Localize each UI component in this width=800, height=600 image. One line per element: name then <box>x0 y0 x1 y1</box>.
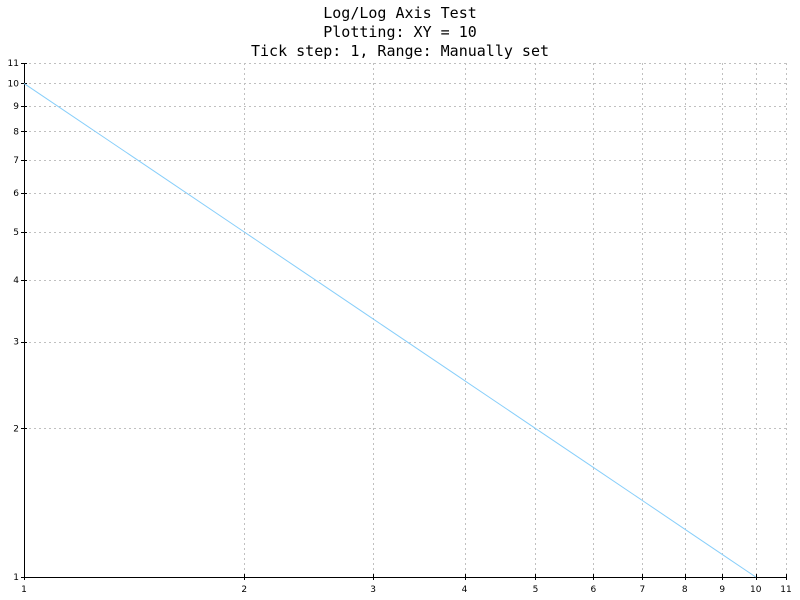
chart-subtitle-2: Tick step: 1, Range: Manually set <box>250 42 549 60</box>
x-tick-label: 11 <box>780 585 791 595</box>
grid-layer <box>24 63 787 578</box>
series-line <box>23 83 756 578</box>
x-tick-label: 1 <box>21 585 27 595</box>
y-tick-label: 7 <box>13 156 19 166</box>
chart-subtitle-1: Plotting: XY = 10 <box>323 23 477 41</box>
axis-layer <box>21 63 787 580</box>
x-tick-label: 8 <box>682 585 688 595</box>
y-tick-label: 5 <box>13 228 19 238</box>
x-tick-label: 10 <box>750 585 762 595</box>
y-tick-label: 2 <box>13 424 19 434</box>
y-tick-label: 11 <box>8 59 19 69</box>
x-tick-label: 4 <box>462 585 468 595</box>
chart-title: Log/Log Axis Test <box>323 4 477 22</box>
y-tick-label: 6 <box>13 189 19 199</box>
x-tick-label: 5 <box>533 585 539 595</box>
y-tick-label: 3 <box>13 338 19 348</box>
y-tick-label: 9 <box>13 102 19 112</box>
y-tick-label: 8 <box>13 127 19 137</box>
x-tick-label: 6 <box>591 585 597 595</box>
x-tick-label: 7 <box>640 585 646 595</box>
x-tick-label: 3 <box>370 585 376 595</box>
x-tick-label: 9 <box>719 585 725 595</box>
series-layer <box>23 83 756 578</box>
y-tick-label: 10 <box>8 79 20 89</box>
y-tick-label: 1 <box>13 573 19 583</box>
chart-title-block: Log/Log Axis Test Plotting: XY = 10 Tick… <box>0 4 800 61</box>
x-tick-label: 2 <box>241 585 247 595</box>
y-tick-label: 4 <box>13 276 19 286</box>
